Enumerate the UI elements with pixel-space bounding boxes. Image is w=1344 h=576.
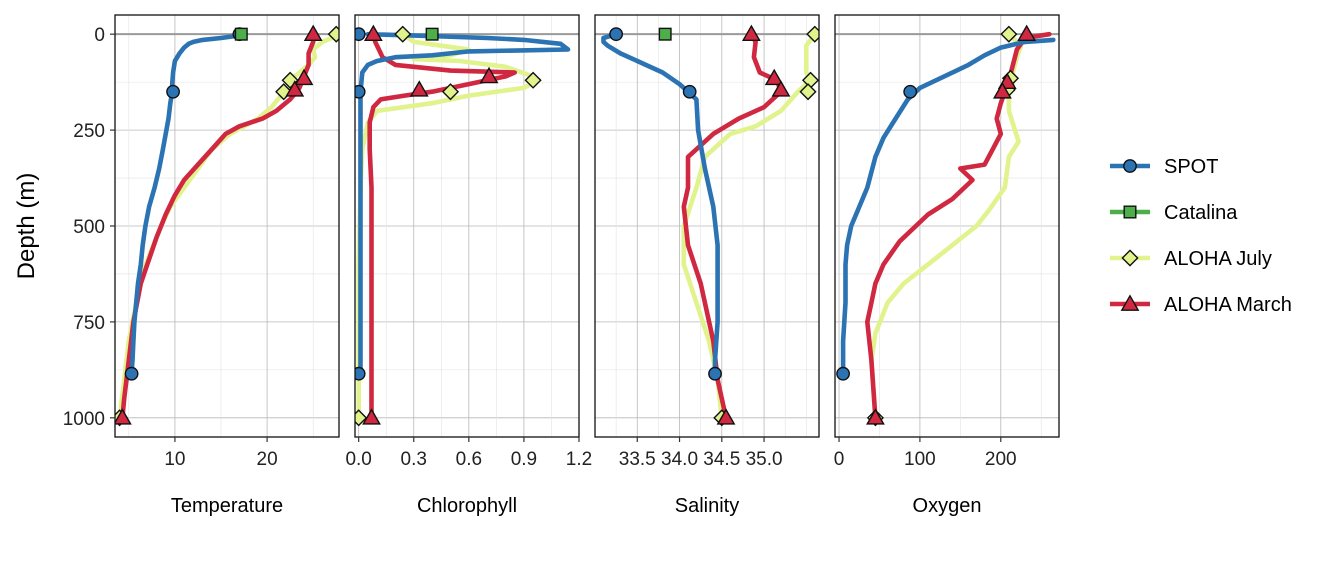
x-tick-label: 10 bbox=[164, 449, 185, 470]
marker-spot bbox=[708, 366, 722, 381]
series-group-chlorophyll bbox=[355, 24, 571, 427]
marker-aloha-july bbox=[275, 83, 293, 101]
legend-item-spot: SPOT bbox=[1110, 156, 1218, 178]
marker-aloha-march bbox=[409, 80, 429, 97]
x-tick-label: 0.9 bbox=[511, 449, 537, 470]
marker-aloha-march bbox=[992, 82, 1012, 99]
marker-catalina bbox=[234, 27, 248, 41]
x-tick-label: 200 bbox=[985, 449, 1017, 470]
x-axis-title-salinity: Salinity bbox=[675, 495, 739, 517]
marker-aloha-march bbox=[771, 80, 791, 97]
x-axis-title-oxygen: Oxygen bbox=[913, 495, 982, 517]
marker-aloha-march bbox=[716, 408, 736, 425]
legend-label: ALOHA March bbox=[1164, 294, 1292, 316]
marker-aloha-march bbox=[363, 24, 383, 42]
marker-aloha-march bbox=[764, 68, 784, 86]
x-axis-title-chlorophyll: Chlorophyll bbox=[417, 495, 517, 517]
x-axis-title-temperature: Temperature bbox=[171, 495, 283, 517]
x-tick-label: 0 bbox=[834, 449, 845, 470]
marker-aloha-july bbox=[394, 25, 412, 43]
x-tick-label: 100 bbox=[904, 449, 936, 470]
marker-catalina bbox=[658, 27, 672, 41]
x-tick-label: 20 bbox=[257, 449, 278, 470]
y-tick-label: 0 bbox=[94, 25, 105, 46]
marker-spot bbox=[836, 366, 850, 381]
y-axis-title: Depth (m) bbox=[13, 173, 40, 280]
series-group-salinity bbox=[601, 24, 819, 427]
panel-border bbox=[834, 14, 1060, 438]
panel-border bbox=[594, 14, 820, 438]
marker-spot bbox=[903, 84, 918, 99]
series-line-aloha-july bbox=[681, 31, 818, 421]
y-tick-label: 500 bbox=[73, 217, 105, 238]
panel-temperature: 10 20 Temperature 0 250 500 750 1000 bbox=[63, 14, 340, 517]
panel-chlorophyll: 0.0 0.3 0.6 0.9 1.2 Chlorophyll bbox=[345, 14, 592, 517]
marker-aloha-july bbox=[524, 71, 542, 89]
series-line-aloha-march bbox=[865, 31, 1052, 421]
x-tick-label: 0.0 bbox=[345, 449, 371, 470]
panel-oxygen: 0 100 200 Oxygen bbox=[834, 14, 1060, 517]
marker-aloha-july bbox=[441, 83, 460, 101]
legend-swatch-marker bbox=[1121, 249, 1139, 267]
marker-aloha-march bbox=[1017, 24, 1037, 42]
marker-spot bbox=[355, 27, 366, 42]
legend-item-aloha-july: ALOHA July bbox=[1110, 248, 1272, 270]
y-tick-label: 750 bbox=[73, 313, 105, 334]
x-tick-label: 34.5 bbox=[703, 449, 740, 470]
marker-aloha-march bbox=[741, 24, 761, 42]
marker-aloha-july bbox=[327, 25, 339, 43]
legend: SPOT Catalina ALOHA July ALOHA March bbox=[1110, 156, 1292, 316]
series-line-spot bbox=[358, 31, 571, 376]
marker-aloha-march bbox=[866, 408, 885, 425]
marker-spot bbox=[166, 84, 180, 99]
legend-item-catalina: Catalina bbox=[1110, 202, 1238, 224]
x-tick-label: 34.0 bbox=[661, 449, 698, 470]
marker-aloha-july bbox=[806, 25, 819, 43]
legend-label: ALOHA July bbox=[1164, 248, 1272, 270]
legend-swatch-marker bbox=[1123, 159, 1137, 173]
marker-aloha-july bbox=[1000, 25, 1018, 43]
legend-swatch-marker bbox=[1123, 205, 1137, 219]
x-tick-label: 0.6 bbox=[456, 449, 482, 470]
x-tick-label: 1.2 bbox=[566, 449, 592, 470]
series-group-temperature bbox=[115, 24, 339, 427]
panel-border bbox=[354, 14, 580, 438]
y-tick-label: 1000 bbox=[63, 409, 105, 430]
legend-label: Catalina bbox=[1164, 202, 1238, 224]
legend-item-aloha-march: ALOHA March bbox=[1110, 294, 1292, 316]
marker-spot bbox=[124, 366, 139, 381]
marker-aloha-march bbox=[362, 408, 381, 425]
marker-aloha-march bbox=[303, 24, 323, 42]
x-tick-label: 33.5 bbox=[619, 449, 656, 470]
series-line-spot bbox=[840, 37, 1056, 376]
marker-spot bbox=[355, 366, 366, 381]
legend-swatch-marker bbox=[1120, 294, 1140, 311]
x-tick-label: 0.3 bbox=[401, 449, 427, 470]
marker-spot bbox=[355, 84, 366, 99]
series-line-spot bbox=[129, 31, 242, 375]
marker-aloha-march bbox=[285, 80, 305, 97]
marker-aloha-march bbox=[294, 68, 314, 86]
x-tick-label: 35.0 bbox=[746, 449, 783, 470]
marker-spot bbox=[682, 84, 697, 99]
legend-label: SPOT bbox=[1164, 156, 1218, 178]
marker-aloha-july bbox=[355, 409, 368, 427]
series-group-oxygen bbox=[836, 24, 1056, 427]
series-line-aloha-march bbox=[681, 31, 784, 421]
panel-salinity: 33.5 34.0 34.5 35.0 Salinity bbox=[594, 14, 820, 517]
marker-spot bbox=[609, 27, 624, 42]
y-tick-label: 250 bbox=[73, 121, 105, 142]
marker-aloha-march bbox=[115, 408, 132, 425]
marker-aloha-march bbox=[479, 66, 499, 84]
marker-aloha-july bbox=[799, 83, 817, 101]
marker-catalina bbox=[425, 27, 439, 41]
